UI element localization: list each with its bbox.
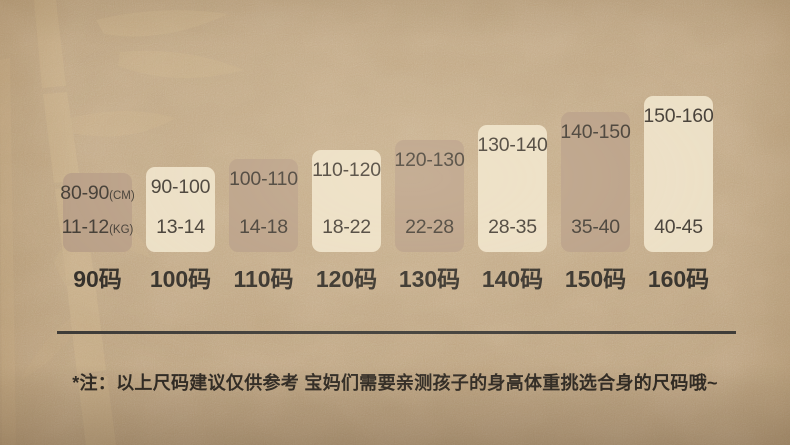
size-bar: 80-90(CM) 11-12(KG) bbox=[60, 173, 135, 252]
bar-column-140: 130-140 28-35 140码 bbox=[477, 125, 548, 293]
height-range-label: 100-110 bbox=[229, 168, 298, 190]
size-bar: 90-100 13-14 bbox=[146, 167, 215, 252]
bar-column-150: 140-150 35-40 150码 bbox=[560, 112, 631, 293]
height-range-label: 120-130 bbox=[394, 149, 465, 171]
bar-column-160: 150-160 40-45 160码 bbox=[643, 96, 714, 293]
size-label: 160码 bbox=[647, 266, 710, 292]
height-unit-label: (CM) bbox=[109, 190, 135, 202]
size-bar: 110-120 18-22 bbox=[312, 150, 381, 252]
bar-column-120: 110-120 18-22 120码 bbox=[312, 150, 381, 293]
bar-column-110: 100-110 14-18 110码 bbox=[229, 159, 298, 293]
height-range-label: 130-140 bbox=[477, 134, 548, 156]
weight-unit-label: (KG) bbox=[109, 224, 134, 236]
height-range-label: 140-150 bbox=[560, 121, 631, 143]
size-bar: 130-140 28-35 bbox=[477, 125, 548, 252]
size-label: 150码 bbox=[564, 266, 627, 292]
height-range-label: 80-90(CM) bbox=[60, 182, 135, 204]
size-chart: 80-90(CM) 11-12(KG) 90码 90-100 13-14 100… bbox=[60, 96, 714, 293]
divider-line bbox=[57, 331, 736, 334]
bar-column-90: 80-90(CM) 11-12(KG) 90码 bbox=[60, 173, 135, 293]
size-label: 130码 bbox=[398, 266, 461, 292]
weight-range-label: 11-12(KG) bbox=[61, 216, 134, 238]
weight-range-label: 14-18 bbox=[239, 216, 288, 238]
size-label: 100码 bbox=[149, 266, 212, 292]
size-label: 120码 bbox=[315, 266, 378, 292]
bar-column-130: 120-130 22-28 130码 bbox=[394, 140, 465, 293]
size-label: 110码 bbox=[233, 266, 294, 292]
size-bar: 150-160 40-45 bbox=[643, 96, 714, 252]
note-text: *注：以上尺码建议仅供参考 宝妈们需要亲测孩子的身高体重挑选合身的尺码哦~ bbox=[72, 373, 718, 393]
weight-range-label: 18-22 bbox=[322, 216, 371, 238]
bar-column-100: 90-100 13-14 100码 bbox=[146, 167, 215, 293]
size-label: 140码 bbox=[481, 266, 544, 292]
size-bar: 140-150 35-40 bbox=[560, 112, 631, 252]
size-label: 90码 bbox=[73, 266, 122, 292]
weight-range-label: 28-35 bbox=[488, 216, 537, 238]
weight-range-label: 22-28 bbox=[405, 216, 454, 238]
weight-range-label: 35-40 bbox=[571, 216, 620, 238]
size-bar: 100-110 14-18 bbox=[229, 159, 298, 252]
height-range-label: 110-120 bbox=[312, 159, 381, 181]
weight-range-label: 13-14 bbox=[156, 216, 205, 238]
height-range-label: 150-160 bbox=[643, 105, 714, 127]
size-bar: 120-130 22-28 bbox=[394, 140, 465, 252]
height-range-label: 90-100 bbox=[150, 176, 211, 198]
weight-range-label: 40-45 bbox=[654, 216, 703, 238]
